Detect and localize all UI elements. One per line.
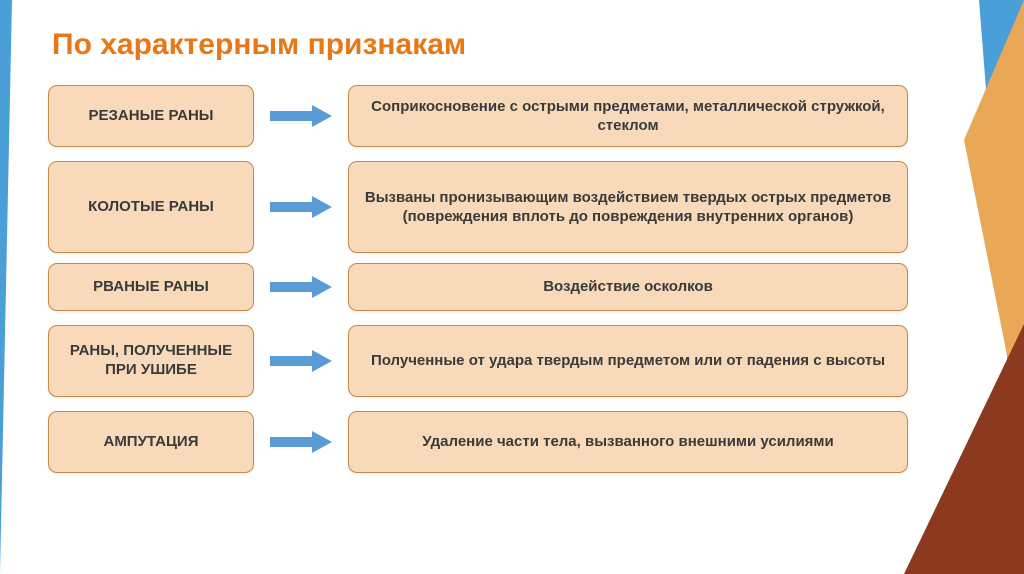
description-box: Удаление части тела, вызванного внешними… xyxy=(348,411,908,473)
arrow-icon xyxy=(270,276,332,298)
label-box: РАНЫ, ПОЛУЧЕННЫЕ ПРИ УШИБЕ xyxy=(48,325,254,397)
label-box: КОЛОТЫЕ РАНЫ xyxy=(48,161,254,253)
description-box: Воздействие осколков xyxy=(348,263,908,311)
diagram-row: КОЛОТЫЕ РАНЫ Вызваны пронизывающим воздей… xyxy=(48,161,928,253)
arrow-icon xyxy=(270,431,332,453)
page-title: По характерным признакам xyxy=(52,28,466,62)
description-box: Соприкосновение с острыми предметами, ме… xyxy=(348,85,908,147)
label-box: РВАНЫЕ РАНЫ xyxy=(48,263,254,311)
arrow-icon xyxy=(270,105,332,127)
diagram-row: РАНЫ, ПОЛУЧЕННЫЕ ПРИ УШИБЕ Полученные от … xyxy=(48,325,928,397)
diagram-content: РЕЗАНЫЕ РАНЫ Соприкосновение с острыми пр… xyxy=(48,85,928,485)
diagram-row: РЕЗАНЫЕ РАНЫ Соприкосновение с острыми пр… xyxy=(48,85,928,147)
arrow-icon xyxy=(270,350,332,372)
diagram-row: РВАНЫЕ РАНЫ Воздействие осколков xyxy=(48,263,928,311)
description-box: Вызваны пронизывающим воздействием тверд… xyxy=(348,161,908,253)
deco-left-stripe xyxy=(0,0,12,574)
label-box: АМПУТАЦИЯ xyxy=(48,411,254,473)
arrow-icon xyxy=(270,196,332,218)
label-box: РЕЗАНЫЕ РАНЫ xyxy=(48,85,254,147)
description-box: Полученные от удара твердым предметом ил… xyxy=(348,325,908,397)
diagram-row: АМПУТАЦИЯ Удаление части тела, вызванного… xyxy=(48,411,928,473)
